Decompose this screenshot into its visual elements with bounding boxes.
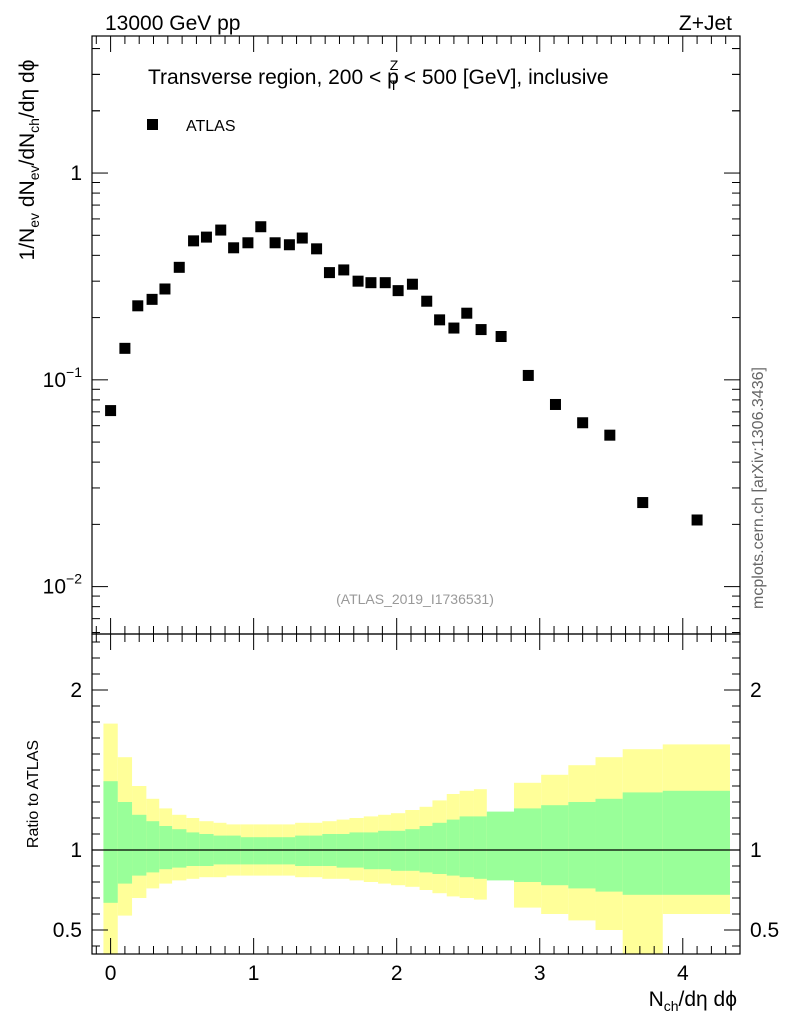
ratio-ytick-label-right: 0.5 [750, 919, 779, 942]
header-energy-label: 13000 GeV pp [105, 12, 240, 35]
green-band-segment [459, 816, 474, 878]
green-band-segment [390, 830, 406, 871]
green-band-segment [568, 802, 596, 889]
side-credit-label: mcplots.cern.ch [arXiv:1306.3436] [750, 367, 767, 609]
title-text-after: < 500 [GeV], inclusive [398, 66, 609, 89]
data-point [323, 267, 335, 279]
title-text-before: Transverse region, 200 < p [148, 66, 399, 89]
ratio-ytick-label: 0.5 [53, 919, 82, 942]
data-point [173, 261, 185, 273]
data-point [188, 235, 200, 247]
main-ytick-label: 10−2 [43, 571, 83, 599]
data-point [495, 331, 507, 343]
data-point [242, 237, 254, 249]
data-points-group [105, 221, 703, 526]
data-point [406, 278, 418, 290]
green-band-segment [159, 826, 173, 870]
ratio-xlabel: Nch/dη dϕ [649, 988, 737, 1014]
data-point [604, 429, 616, 441]
green-band-segment [336, 834, 350, 868]
data-point [691, 514, 703, 526]
ratio-xtick-label: 3 [534, 962, 546, 985]
green-band-segment [309, 835, 323, 866]
legend-label: ATLAS [186, 118, 236, 135]
data-point [461, 307, 473, 319]
data-point [146, 293, 158, 305]
ratio-xtick-label: 2 [391, 962, 403, 985]
main-ytick-label: 1 [70, 162, 82, 185]
data-point [296, 232, 308, 244]
green-band-segment [172, 829, 187, 868]
green-band-segment [486, 811, 514, 881]
header-process-label: Z+Jet [679, 12, 732, 35]
green-band-segment [267, 837, 283, 865]
main-ytick-label: 10−1 [43, 364, 83, 392]
data-point [159, 283, 171, 295]
ratio-ytick-label-right: 2 [750, 679, 762, 702]
data-point [132, 300, 144, 312]
green-band-segment [132, 814, 147, 876]
main-ylabel: 1/Nev dNev/dNch/dη dϕ [16, 60, 42, 261]
green-band-segment [662, 790, 730, 895]
data-point [637, 497, 649, 509]
data-point [365, 277, 377, 289]
ratio-xtick-label: 1 [248, 962, 260, 985]
green-band-segment [419, 826, 433, 873]
data-point [549, 398, 561, 410]
title-pt-subscript: T [389, 77, 398, 93]
green-band-segment [595, 798, 623, 892]
green-band-segment [363, 832, 379, 870]
data-point [311, 243, 323, 255]
green-band-segment [473, 816, 487, 879]
green-band-segment [186, 832, 200, 866]
data-point [269, 237, 281, 249]
chart-title: Transverse region, 200 < pZ T < 500 [GeV]… [148, 57, 609, 93]
data-point [522, 369, 534, 381]
ratio-ytick-label: 2 [70, 679, 82, 702]
data-point [215, 224, 227, 236]
data-point [421, 295, 433, 307]
main-panel: 1 10−1 10−2 Transverse region, 200 < pZ T <… [16, 35, 741, 635]
green-band-segment [240, 837, 254, 865]
data-point [392, 285, 404, 297]
data-point [105, 405, 117, 417]
data-point [352, 275, 364, 287]
green-band-segment [446, 819, 460, 876]
ratio-xtick-label: 4 [677, 962, 689, 985]
ratio-ylabel: Ratio to ATLAS [25, 740, 42, 848]
green-band-segment [295, 835, 310, 866]
data-point [475, 324, 487, 336]
green-band-segment [513, 808, 542, 882]
ratio-ytick-label-right: 1 [750, 839, 762, 862]
data-point [448, 322, 460, 334]
green-band-segment [622, 792, 663, 895]
title-pt-stack: Z [390, 57, 399, 73]
data-point [434, 314, 446, 326]
green-band-segment [282, 837, 296, 865]
ratio-frame [91, 633, 741, 955]
data-point [200, 231, 212, 243]
data-point [379, 277, 391, 289]
green-band-segment [103, 781, 118, 903]
data-point [577, 417, 589, 429]
green-band-segment [432, 822, 447, 874]
ratio-panel: 0 1 2 3 4 0.5 0.5 1 1 2 2 Ratio to ATLAS Nch/dη dϕ [25, 633, 779, 1014]
data-point [119, 342, 131, 354]
green-band-segment [253, 837, 268, 865]
green-band-segment [117, 802, 133, 884]
analysis-watermark: (ATLAS_2019_I1736531) [336, 591, 494, 607]
ratio-xtick-label: 0 [105, 962, 117, 985]
green-band-segment [541, 805, 569, 886]
data-point [283, 239, 295, 251]
data-point [228, 242, 240, 254]
data-point [255, 221, 267, 233]
ratio-ytick-label: 1 [70, 839, 82, 862]
legend-marker [147, 119, 158, 130]
green-band-segment [146, 821, 160, 873]
data-point [338, 264, 350, 276]
